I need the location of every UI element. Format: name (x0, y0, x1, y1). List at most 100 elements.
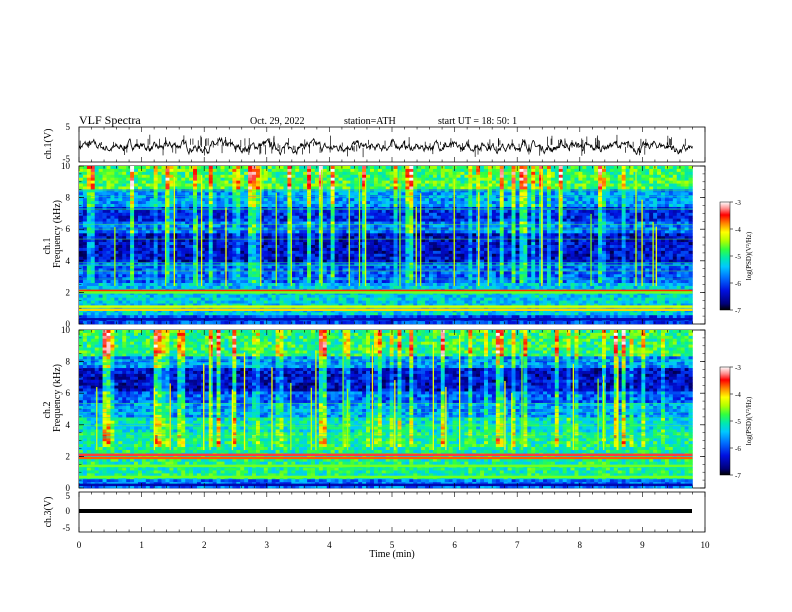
spectrogram-cell (106, 198, 111, 202)
spectrogram-cell (200, 180, 206, 184)
spectrogram-cell (208, 268, 213, 272)
spectrogram-cell (283, 192, 288, 196)
spectrogram-cell (283, 283, 288, 287)
spectrogram-cell (224, 180, 229, 184)
spectrogram-cell (259, 294, 265, 298)
spectrogram-cell (94, 174, 99, 179)
spectrogram-cell (354, 198, 359, 202)
spectrogram-cell (173, 171, 178, 176)
spectrogram-cell (366, 247, 371, 252)
spectrogram-cell (216, 239, 221, 243)
spectrogram-cell (342, 274, 347, 278)
spectrogram-cell (106, 168, 111, 173)
spectrogram-cell (381, 283, 387, 287)
spectrogram-cell (381, 195, 387, 199)
spectrogram-cell (134, 300, 139, 304)
spectrogram-cell (377, 247, 383, 252)
spectrogram-cell (181, 168, 186, 173)
spectrogram-cell (173, 242, 178, 246)
spectrogram-cell (236, 306, 241, 310)
spectrogram-cell (102, 183, 107, 187)
spectrogram-cell (106, 186, 111, 190)
spectrogram-cell (236, 242, 241, 246)
spectrogram-cell (291, 204, 296, 208)
spectrogram-cell (248, 177, 253, 181)
spectrogram-cell (94, 204, 99, 208)
spectrogram-cell (417, 192, 422, 196)
spectrogram-cell (397, 306, 402, 310)
spectrogram-cell (389, 245, 394, 249)
spectrogram-cell (228, 233, 233, 237)
spectrogram-cell (169, 230, 174, 234)
spectrogram-cell (153, 309, 158, 313)
spectrogram-cell (401, 215, 406, 219)
spectrogram-cell (334, 294, 339, 298)
spectrogram-cell (86, 239, 92, 243)
spectrogram-cell (322, 204, 328, 208)
spectrogram-cell (346, 285, 351, 290)
spectrogram-cell (224, 297, 229, 301)
spectrogram-cell (311, 265, 316, 269)
spectrogram-cell (283, 180, 288, 184)
spectrogram-cell (94, 256, 99, 260)
spectrogram-cell (299, 186, 304, 190)
spectrogram-cell (208, 262, 213, 266)
spectrogram-cell (389, 233, 394, 237)
spectrogram-cell (275, 218, 280, 222)
spectrogram-cell (149, 259, 155, 263)
spectrogram-cell (393, 212, 398, 217)
spectrogram-cell (413, 259, 418, 263)
spectrogram-cell (122, 294, 127, 298)
spectrogram-cell (385, 239, 390, 243)
spectrogram-cell (311, 218, 316, 222)
spectrogram-cell (220, 171, 225, 176)
spectrogram-cell (267, 192, 272, 196)
spectrogram-cell (358, 180, 363, 184)
spectrogram-cell (279, 233, 284, 237)
spectrogram-cell (326, 265, 331, 269)
spectrogram-cell (393, 280, 398, 284)
spectrogram-cell (299, 250, 304, 255)
spectrogram-cell (228, 212, 233, 217)
spectrogram-cell (338, 174, 343, 179)
spectrogram-cell (236, 280, 241, 284)
spectrogram-cell (208, 195, 213, 199)
spectrogram-cell (193, 174, 198, 179)
spectrogram-cell (82, 171, 88, 176)
spectrogram-cell (271, 303, 276, 307)
spectrogram-cell (271, 236, 276, 240)
spectrogram-cell (173, 209, 178, 214)
spectrogram-cell (130, 239, 135, 243)
spectrogram-cell (248, 312, 253, 316)
spectrogram-cell (421, 177, 426, 181)
spectrogram-cell (338, 274, 343, 278)
spectrogram-cell (283, 236, 288, 240)
spectrogram-cell (169, 174, 174, 179)
spectrogram-cell (342, 312, 347, 316)
spectrogram-cell (244, 274, 249, 278)
spectrogram-cell (248, 256, 253, 260)
spectrogram-cell (385, 268, 390, 272)
spectrogram-cell (279, 186, 284, 190)
spectrogram-cell (90, 265, 96, 269)
spectrogram-cell (122, 195, 127, 199)
spectrogram-cell (189, 259, 194, 263)
spectrogram-cell (236, 309, 241, 313)
spectrogram-cell (134, 236, 139, 240)
spectrogram-cell (165, 247, 170, 252)
spectrogram-cell (295, 174, 300, 179)
spectrogram-cell (165, 212, 170, 217)
spectrogram-cell (275, 201, 280, 205)
spectrogram-cell (255, 171, 261, 176)
spectrogram-cell (181, 239, 186, 243)
spectrogram-cell (303, 209, 308, 214)
spectrogram-cell (322, 247, 328, 252)
spectrogram-cell (86, 186, 92, 190)
spectrogram-cell (346, 171, 351, 176)
spectrogram-cell (149, 297, 155, 301)
spectrogram-cell (330, 245, 335, 249)
spectrogram-cell (334, 201, 339, 205)
spectrogram-cell (326, 212, 331, 217)
spectrogram-cell (79, 198, 84, 202)
spectrogram-cell (208, 221, 213, 225)
